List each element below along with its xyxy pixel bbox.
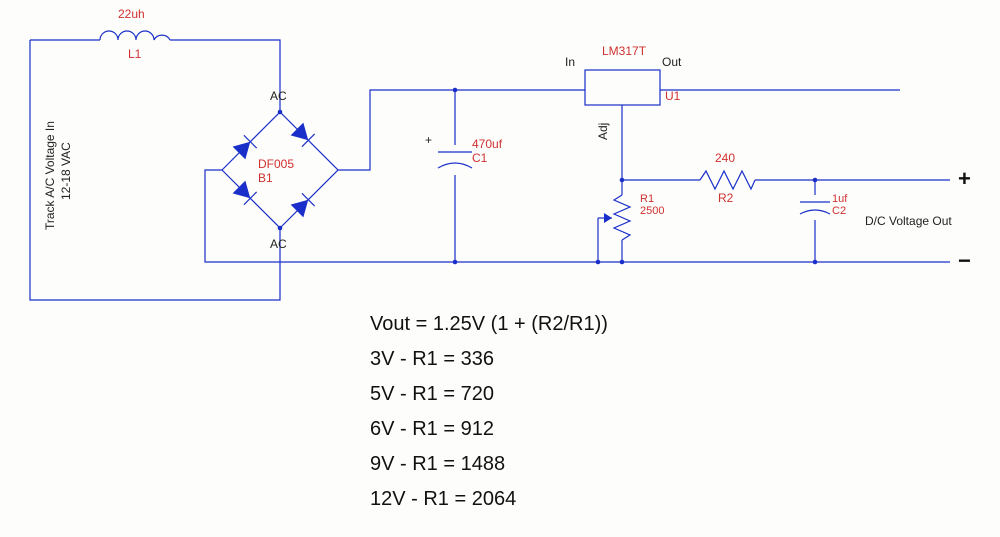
inductor-l1 <box>100 31 170 40</box>
u1-pin-adj: Adj <box>596 123 610 140</box>
formula-line-0: 3V - R1 = 336 <box>370 348 494 370</box>
bridge-ref: B1 <box>258 171 273 185</box>
capacitor-c2 <box>800 202 830 214</box>
bridge-pin-top: AC <box>270 89 287 103</box>
node-c1-bot <box>453 260 458 265</box>
capacitor-c1 <box>438 152 472 168</box>
r1-ref: R1 <box>640 193 654 205</box>
c1-value: 470uf <box>472 137 503 151</box>
l1-value: 22uh <box>118 7 145 21</box>
u1-pin-in: In <box>565 55 575 69</box>
u1-pin-out: Out <box>662 55 682 69</box>
node-c2-top <box>813 178 818 183</box>
u1-value: LM317T <box>602 44 647 58</box>
formula-line-1: 5V - R1 = 720 <box>370 383 494 405</box>
resistor-r2 <box>700 171 755 189</box>
bridge-pin-bottom: AC <box>270 237 287 251</box>
input-label-2: 12-18 VAC <box>59 142 73 200</box>
output-label: D/C Voltage Out <box>865 214 952 228</box>
node-c2-bot <box>813 260 818 265</box>
c1-ref: C1 <box>472 151 488 165</box>
regulator-u1 <box>585 70 660 105</box>
formula-line-3: 9V - R1 = 1488 <box>370 453 505 475</box>
wire-bridge-plus-rail <box>338 90 585 170</box>
formula-line-4: 12V - R1 = 2064 <box>370 488 516 510</box>
wire-l1-to-bridge-top <box>170 40 280 112</box>
r2-value: 240 <box>715 151 735 165</box>
bridge-value: DF005 <box>258 157 294 171</box>
l1-ref: L1 <box>128 47 142 61</box>
node-r1-bot <box>620 260 625 265</box>
c2-value: 1uf <box>832 193 848 205</box>
u1-ref: U1 <box>665 89 681 103</box>
formula-main: Vout = 1.25V (1 + (R2/R1)) <box>370 313 608 335</box>
node-c1-top <box>453 88 458 93</box>
potentiometer-r1 <box>596 195 630 264</box>
r1-value: 2500 <box>640 205 664 217</box>
c1-plus: + <box>425 133 432 147</box>
wire-bridge-minus-rail <box>205 170 900 262</box>
output-minus: − <box>958 248 971 273</box>
output-plus: + <box>958 166 971 191</box>
c2-ref: C2 <box>832 205 846 217</box>
formula-line-2: 6V - R1 = 912 <box>370 418 494 440</box>
r2-ref: R2 <box>718 191 734 205</box>
input-label-1: Track A/C Voltage In <box>43 121 57 230</box>
